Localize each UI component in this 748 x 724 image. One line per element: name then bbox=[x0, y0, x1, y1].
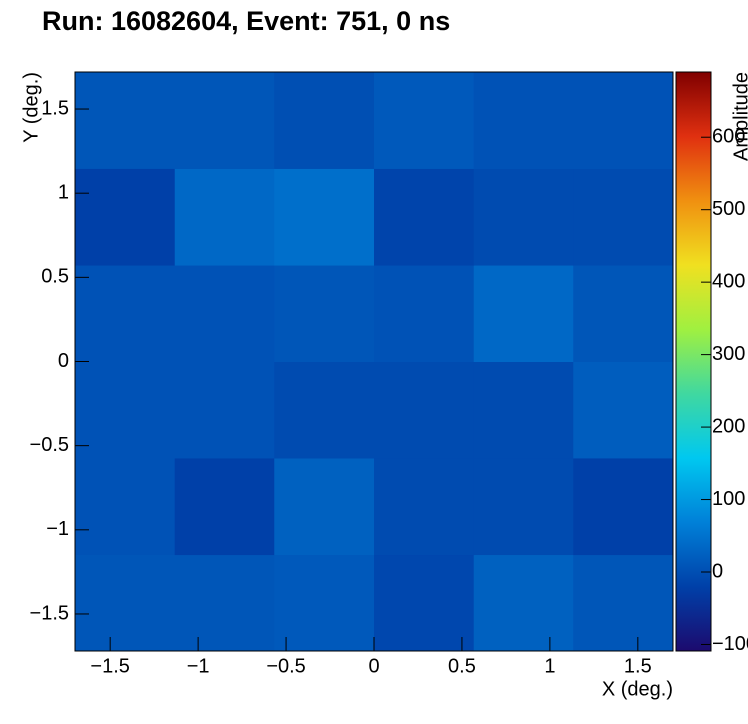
colorbar-tick-label: −100 bbox=[712, 633, 748, 655]
colorbar-tick-label: 600 bbox=[712, 126, 745, 148]
heatmap-cell bbox=[573, 554, 674, 652]
heatmap-cell bbox=[274, 554, 375, 652]
heatmap-cell bbox=[473, 168, 574, 266]
x-tick-label: 1 bbox=[544, 655, 555, 677]
heatmap-cell bbox=[573, 72, 674, 169]
heatmap-cell bbox=[274, 361, 375, 459]
y-axis-label: Y (deg.) bbox=[20, 72, 42, 143]
heatmap-cell bbox=[174, 361, 275, 459]
heatmap-cell bbox=[75, 72, 176, 169]
heatmap-cell bbox=[75, 361, 176, 459]
heatmap-cell bbox=[174, 72, 275, 169]
colorbar-tick-label: 300 bbox=[712, 343, 745, 365]
colorbar-tick-label: 500 bbox=[712, 198, 745, 220]
heatmap-cell bbox=[473, 265, 574, 362]
y-tick-label: 1 bbox=[58, 181, 69, 203]
heatmap-cell bbox=[374, 361, 475, 459]
heatmap-cell bbox=[374, 72, 475, 169]
heatmap-cell bbox=[374, 265, 475, 362]
heatmap-cell bbox=[174, 168, 275, 266]
chart-title: Run: 16082604, Event: 751, 0 ns bbox=[42, 6, 450, 36]
colorbar-label: Amplitude bbox=[730, 72, 748, 161]
heatmap-cell bbox=[374, 168, 475, 266]
colorbar-tick-label: 0 bbox=[712, 560, 723, 582]
y-tick-label: 1.5 bbox=[41, 97, 69, 119]
heatmap-cell bbox=[374, 554, 475, 652]
x-tick-label: −0.5 bbox=[266, 655, 305, 677]
colorbar bbox=[675, 71, 712, 652]
y-tick-label: −1 bbox=[46, 518, 69, 540]
heatmap-cell bbox=[473, 457, 574, 556]
heatmap-cell bbox=[75, 554, 176, 652]
heatmap-cell bbox=[573, 457, 674, 556]
colorbar-tick-label: 100 bbox=[712, 488, 745, 510]
heatmap-cell bbox=[174, 265, 275, 362]
y-tick-label: 0.5 bbox=[41, 266, 69, 288]
heatmap-cell bbox=[75, 265, 176, 362]
heatmap-cell bbox=[473, 554, 574, 652]
heatmap-cell bbox=[274, 72, 375, 169]
heatmap-cell bbox=[573, 265, 674, 362]
heatmap-cell bbox=[374, 457, 475, 556]
colorbar-tick-label: 200 bbox=[712, 415, 745, 437]
y-tick-label: −0.5 bbox=[30, 434, 69, 456]
heatmap-cell bbox=[573, 168, 674, 266]
heatmap-cell bbox=[473, 72, 574, 169]
heatmap-cell bbox=[75, 457, 176, 556]
heatmap-cell bbox=[174, 554, 275, 652]
heatmap-cell bbox=[573, 361, 674, 459]
heatmap-cell bbox=[274, 457, 375, 556]
x-tick-label: 0 bbox=[368, 655, 379, 677]
heatmap-cell bbox=[274, 265, 375, 362]
heatmap-cell bbox=[473, 361, 574, 459]
x-axis-label: X (deg.) bbox=[602, 678, 673, 700]
x-tick-label: 0.5 bbox=[448, 655, 476, 677]
x-tick-label: −1.5 bbox=[90, 655, 129, 677]
heatmap-cell bbox=[274, 168, 375, 266]
colorbar-tick-label: 400 bbox=[712, 270, 745, 292]
heatmap-cell bbox=[75, 168, 176, 266]
x-tick-label: 1.5 bbox=[624, 655, 652, 677]
y-tick-label: −1.5 bbox=[30, 602, 69, 624]
x-tick-label: −1 bbox=[187, 655, 210, 677]
y-tick-label: 0 bbox=[58, 350, 69, 372]
heatmap-cell bbox=[174, 457, 275, 556]
